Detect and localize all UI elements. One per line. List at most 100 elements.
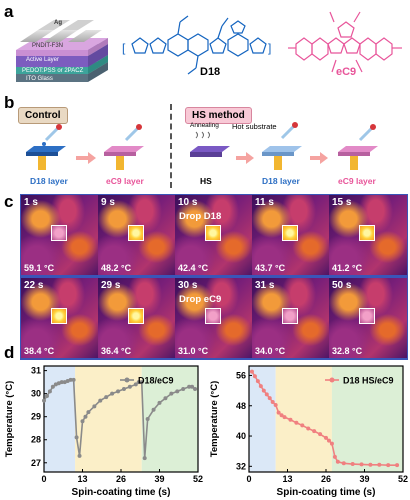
legend-marker — [329, 377, 335, 383]
ir-frame-time: 1 s — [24, 197, 38, 208]
data-point — [255, 379, 260, 384]
ir-frame: 22 s 38.4 °C — [21, 278, 99, 358]
control-step-ec9: eC9 layer — [106, 176, 144, 186]
data-point — [395, 463, 400, 468]
data-point — [288, 417, 293, 422]
ir-frame: 15 s 41.2 °C — [329, 195, 407, 275]
x-tick-label: 39 — [154, 474, 164, 484]
ir-frame: 30 s Drop eC9 31.0 °C — [175, 278, 253, 358]
data-point — [341, 461, 346, 466]
data-point — [249, 369, 254, 374]
y-axis-label: Temperature (°C) — [209, 381, 220, 457]
data-point — [169, 391, 174, 396]
y-tick-label: 48 — [236, 401, 246, 411]
data-point — [86, 410, 91, 415]
data-point — [110, 391, 115, 396]
data-point — [127, 384, 132, 389]
temperature-chart-d18-ec9: 0 13 26 39 52 27 28 29 30 31 Spin-coating time (s)… — [4, 365, 203, 498]
svg-text:]: ] — [268, 41, 271, 55]
hot-substrate-label: Hot substrate — [232, 122, 277, 131]
ir-frame: 50 s 32.8 °C — [329, 278, 407, 358]
process-divider — [170, 104, 172, 188]
ir-frame-time: 15 s — [332, 197, 352, 208]
panel-label-d: d — [4, 343, 15, 362]
hs-step-hs: HS — [200, 176, 212, 186]
ir-frame-time: 31 s — [255, 280, 275, 291]
data-point — [193, 387, 198, 392]
ir-frame-temp: 59.1 °C — [24, 263, 55, 273]
data-point — [190, 384, 195, 389]
y-tick-label: 40 — [236, 431, 246, 441]
data-point — [163, 396, 168, 401]
x-tick-label: 0 — [246, 474, 251, 484]
data-point — [71, 377, 76, 382]
data-point — [306, 426, 311, 431]
data-point — [335, 459, 340, 464]
ir-frame-note: Drop eC9 — [179, 294, 222, 305]
legend-marker — [124, 377, 130, 383]
ec9-structure — [288, 11, 402, 73]
chart-zone — [75, 366, 142, 472]
layer-label-pedot: PEDOT:PSS or 2PACZ — [22, 68, 84, 74]
device-stack: Ag PNDIT-F3N Active Layer PEDOT:PSS or 2… — [10, 12, 114, 90]
data-point — [104, 395, 109, 400]
ir-frame-temp: 31.0 °C — [178, 346, 209, 356]
data-point — [294, 420, 299, 425]
legend-label: D18/eC9 — [138, 376, 174, 386]
x-tick-label: 13 — [77, 474, 87, 484]
data-point — [133, 382, 138, 387]
data-point — [258, 384, 263, 389]
ir-frame-time: 9 s — [101, 197, 115, 208]
data-point — [77, 453, 82, 458]
data-point — [270, 399, 275, 404]
data-point — [279, 413, 284, 418]
layer-label-ito: ITO Glass — [26, 76, 53, 82]
data-point — [261, 388, 266, 393]
chart-zone — [141, 366, 198, 472]
y-tick-label: 56 — [236, 370, 246, 380]
layer-label-active: Active Layer — [26, 57, 60, 63]
data-point — [92, 404, 97, 409]
data-point — [377, 462, 382, 467]
x-axis-label: Spin-coating time (s) — [72, 487, 171, 498]
data-point — [273, 402, 278, 407]
data-point — [47, 389, 52, 394]
d18-label: D18 — [200, 66, 221, 78]
ir-frame: 11 s 43.7 °C — [252, 195, 330, 275]
data-point — [44, 393, 49, 398]
data-point — [142, 456, 147, 461]
ir-frame-temp: 48.2 °C — [101, 263, 132, 273]
data-point — [80, 419, 85, 424]
ir-frame-time: 50 s — [332, 280, 352, 291]
x-tick-label: 26 — [116, 474, 126, 484]
ir-frame-time: 29 s — [101, 280, 121, 291]
ir-frame: 31 s 34.0 °C — [252, 278, 330, 358]
data-point — [300, 423, 305, 428]
ir-frame-note: Drop D18 — [179, 211, 222, 222]
data-point — [50, 384, 55, 389]
data-point — [83, 414, 88, 419]
ir-frame-time: 30 s — [178, 280, 198, 291]
data-point — [151, 407, 156, 412]
control-step-d18: D18 layer — [30, 176, 68, 186]
chart-zone — [249, 366, 276, 472]
x-tick-label: 26 — [321, 474, 331, 484]
data-point — [282, 415, 287, 420]
data-point — [324, 435, 328, 440]
data-point — [332, 454, 337, 459]
panel-label-c: c — [4, 192, 14, 211]
ir-frame-temp: 34.0 °C — [255, 346, 286, 356]
y-tick-label: 29 — [31, 412, 41, 422]
data-point — [386, 463, 391, 468]
x-tick-label: 0 — [41, 474, 46, 484]
layer-label-ag: Ag — [54, 20, 62, 26]
ir-frame-temp: 32.8 °C — [332, 346, 363, 356]
data-point — [145, 417, 150, 421]
chart-zone — [331, 366, 403, 472]
ir-frame: 10 s Drop D18 42.4 °C — [175, 195, 253, 275]
data-point — [68, 377, 73, 382]
panel-label-b: b — [4, 93, 15, 112]
ir-frame: 1 s 59.1 °C — [21, 195, 99, 275]
ir-frame-time: 10 s — [178, 197, 198, 208]
data-point — [276, 410, 281, 415]
